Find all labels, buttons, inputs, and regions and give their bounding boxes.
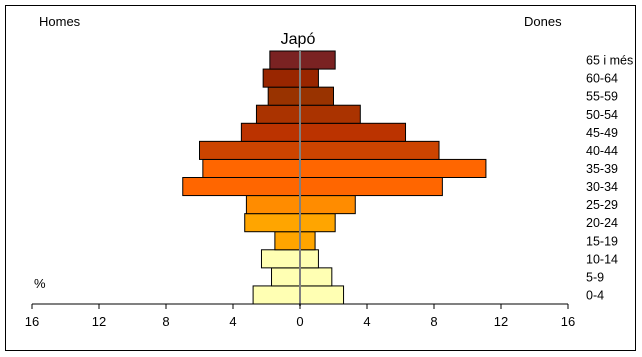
bar-homes-10-14 [260,249,301,269]
x-tick-label: 8 [162,314,169,329]
x-tick-label: 4 [229,314,236,329]
unit-label: % [34,276,46,291]
bar-dones-10-14 [299,249,319,269]
chart-frame: Homes Dones Japó % 0-4 5-9 10-14 15-19 20-24… [5,5,636,351]
x-tick-label: 8 [430,314,437,329]
bar-dones-65-i-més [299,50,336,70]
population-pyramid-chart: Homes Dones Japó % 0-4 5-9 10-14 15-19 20-24… [25,14,633,329]
bar-homes-5-9 [271,267,301,287]
bar-dones-35-39 [299,158,487,179]
category-label: 65 i més [586,54,633,68]
bar-homes-35-39 [202,158,301,179]
x-axis: 16 12 8 4 0 4 8 12 16 [25,303,575,329]
category-label: 40-44 [586,144,618,158]
category-label: 20-24 [586,216,618,230]
left-label: Homes [39,14,81,29]
category-label: 50-54 [586,108,618,122]
category-label: 10-14 [586,252,618,266]
category-label: 30-34 [586,180,618,194]
bar-homes-20-24 [244,213,301,233]
x-tick-label: 0 [296,314,303,329]
bar-dones-60-64 [299,68,319,88]
category-label: 55-59 [586,90,618,104]
bar-homes-60-64 [262,68,301,88]
bar-homes-50-54 [255,104,301,124]
bars-group [182,50,487,306]
bar-dones-50-54 [299,104,361,124]
bar-homes-15-19 [274,231,301,251]
chart-title: Japó [281,31,316,48]
x-tick-label: 12 [494,314,508,329]
category-label: 45-49 [586,126,618,140]
bar-homes-0-4 [252,285,301,305]
bar-dones-5-9 [299,267,333,287]
category-label: 35-39 [586,162,618,176]
bar-dones-40-44 [299,140,440,160]
bar-homes-40-44 [199,140,301,160]
bar-dones-25-29 [299,195,356,215]
bar-dones-55-59 [299,86,334,106]
bar-homes-65-i-més [269,50,301,70]
category-label: 60-64 [586,72,618,86]
bar-dones-0-4 [299,285,345,305]
bar-homes-55-59 [267,86,301,106]
bar-dones-20-24 [299,213,336,233]
x-tick-label: 12 [92,314,106,329]
bar-dones-30-34 [299,177,443,197]
category-label: 15-19 [586,234,618,248]
bar-dones-15-19 [299,231,316,251]
bar-homes-25-29 [245,195,301,215]
category-label: 25-29 [586,198,618,212]
x-tick-label: 4 [363,314,370,329]
right-label: Dones [524,14,562,29]
x-tick-label: 16 [25,314,39,329]
category-labels: 0-4 5-9 10-14 15-19 20-24 25-29 30-34 35-39 40-4… [586,54,633,303]
x-tick-label: 16 [561,314,575,329]
bar-homes-30-34 [182,177,301,197]
bar-homes-45-49 [240,122,301,142]
category-label: 5-9 [586,270,604,284]
category-label: 0-4 [586,288,604,302]
bar-dones-45-49 [299,122,407,142]
